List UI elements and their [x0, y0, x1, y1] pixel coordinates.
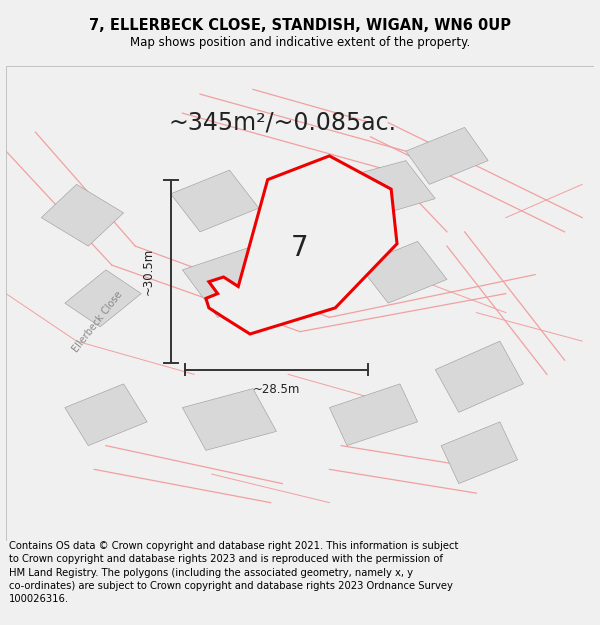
Polygon shape [170, 170, 259, 232]
Polygon shape [335, 161, 435, 217]
Polygon shape [329, 384, 418, 446]
Text: Ellerbeck Close: Ellerbeck Close [70, 290, 124, 354]
Polygon shape [435, 341, 523, 412]
Polygon shape [41, 184, 124, 246]
Polygon shape [441, 422, 518, 484]
Text: 7, ELLERBECK CLOSE, STANDISH, WIGAN, WN6 0UP: 7, ELLERBECK CLOSE, STANDISH, WIGAN, WN6… [89, 18, 511, 32]
Text: ~28.5m: ~28.5m [253, 383, 300, 396]
Text: Map shows position and indicative extent of the property.: Map shows position and indicative extent… [130, 36, 470, 49]
Polygon shape [406, 127, 488, 184]
Polygon shape [65, 270, 141, 327]
Polygon shape [359, 241, 447, 303]
Text: ~30.5m: ~30.5m [142, 248, 155, 294]
Polygon shape [182, 246, 288, 318]
Polygon shape [182, 389, 277, 451]
Text: 7: 7 [291, 234, 309, 262]
Text: ~345m²/~0.085ac.: ~345m²/~0.085ac. [169, 111, 397, 134]
Text: Contains OS data © Crown copyright and database right 2021. This information is : Contains OS data © Crown copyright and d… [9, 541, 458, 604]
Polygon shape [65, 384, 147, 446]
Polygon shape [206, 156, 397, 334]
